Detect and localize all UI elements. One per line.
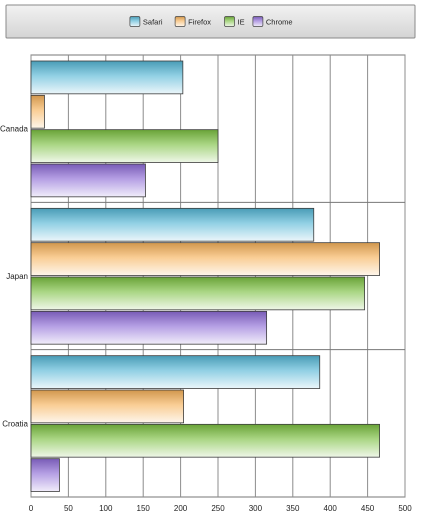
legend-swatch: [129, 16, 141, 27]
legend-swatch: [224, 16, 235, 27]
x-tick-label: 150: [137, 504, 151, 513]
bar-canada-ie[interactable]: [30, 129, 219, 163]
bar-japan-ie[interactable]: [30, 276, 366, 311]
bar-japan-chrome[interactable]: [30, 310, 268, 345]
legend-label: Chrome: [266, 18, 293, 27]
plot-area: 0 50 100 150 200 250 300 350 400 450 500 Canada Jap…: [0, 54, 412, 513]
bar-canada-safari[interactable]: [30, 60, 184, 95]
x-tick-label: 200: [174, 504, 188, 513]
bar-croatia-ie[interactable]: [30, 423, 380, 458]
x-tick-label: 500: [398, 504, 412, 513]
x-tick-label: 50: [64, 504, 73, 513]
x-tick-label: 450: [361, 504, 375, 513]
legend-label: IE: [238, 18, 245, 27]
bar-japan-firefox[interactable]: [30, 242, 380, 276]
legend-label: Firefox: [188, 18, 211, 27]
bar-japan-safari[interactable]: [30, 207, 315, 242]
x-tick-label: 250: [211, 504, 225, 513]
legend-swatch: [174, 16, 186, 27]
legend-swatch: [252, 16, 264, 27]
legend-item-chrome[interactable]: Chrome: [252, 16, 293, 27]
bar-canada-firefox[interactable]: [30, 94, 45, 129]
x-tick-label: 300: [249, 504, 263, 513]
bar-croatia-firefox[interactable]: [30, 389, 184, 424]
legend-item-firefox[interactable]: Firefox: [174, 16, 211, 27]
x-tick-label: 0: [29, 504, 34, 513]
bar-croatia-safari[interactable]: [30, 355, 321, 389]
x-tick-label: 400: [324, 504, 338, 513]
legend-item-safari[interactable]: Safari: [129, 16, 163, 27]
legend: Safari Firefox IE Chrome: [5, 4, 416, 39]
legend-label: Safari: [143, 18, 163, 27]
x-tick-label: 350: [286, 504, 300, 513]
y-category-label-croatia: Croatia: [2, 419, 28, 428]
legend-item-ie[interactable]: IE: [224, 16, 245, 27]
y-category-label-japan: Japan: [6, 272, 28, 281]
bar-croatia-chrome[interactable]: [30, 458, 60, 492]
bar-canada-chrome[interactable]: [30, 163, 146, 198]
x-tick-label: 100: [99, 504, 113, 513]
y-category-label-canada: Canada: [0, 125, 29, 134]
legend-box: [5, 4, 416, 39]
